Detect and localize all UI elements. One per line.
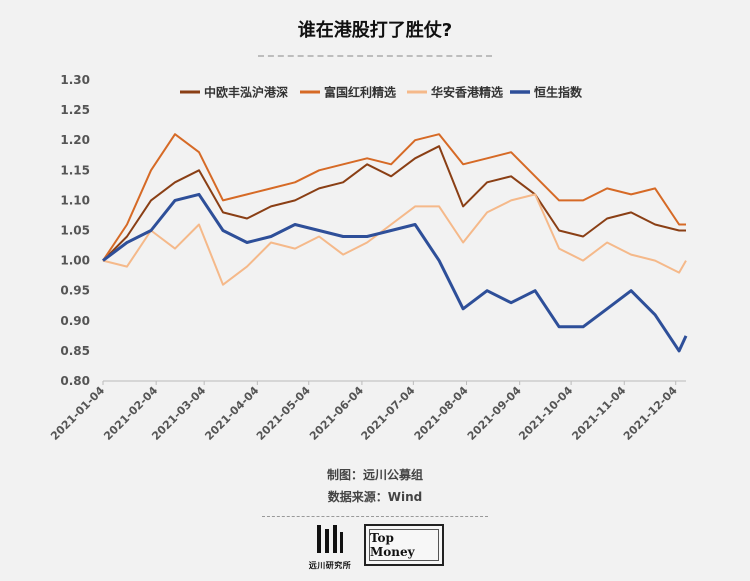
y-tick-label: 1.25 [60, 103, 90, 117]
x-tick-label: 2021-12-04 [621, 384, 680, 443]
y-tick-label: 0.80 [60, 374, 90, 388]
title-divider [258, 55, 492, 57]
series-line [102, 133, 686, 262]
yuanchuan-logo: 远川研究所 [305, 520, 355, 572]
credit-source: 数据来源：Wind [327, 490, 423, 504]
footer-divider [262, 516, 488, 517]
top-money-logo: Top Money [364, 524, 444, 566]
top-money-logo-text: Top Money [369, 529, 439, 561]
x-tick-label: 2021-09-04 [465, 384, 524, 443]
x-tick-label: 2021-05-04 [254, 384, 313, 443]
series-line [102, 145, 686, 262]
y-tick-label: 0.90 [60, 314, 90, 328]
x-tick-label: 2021-08-04 [412, 384, 471, 443]
series-line [102, 193, 687, 286]
credit-maker: 制图：远川公募组 [326, 468, 423, 482]
y-tick-label: 1.30 [60, 73, 90, 87]
y-tick-label: 1.20 [60, 133, 90, 147]
y-tick-label: 1.10 [60, 193, 90, 207]
page-title: 谁在港股打了胜仗? [297, 20, 453, 41]
yuanchuan-logo-text: 远川研究所 [308, 561, 352, 570]
x-tick-label: 2021-06-04 [307, 384, 366, 443]
series-line [102, 192, 688, 353]
x-tick-label: 2021-11-04 [569, 384, 628, 443]
y-tick-label: 0.85 [60, 344, 90, 358]
yuanchuan-logo-icon [317, 525, 343, 553]
y-tick-label: 1.00 [60, 254, 90, 268]
y-tick-label: 1.05 [60, 224, 90, 238]
y-tick-label: 1.15 [60, 163, 90, 177]
legend-label: 恒生指数 [534, 85, 583, 100]
y-tick-label: 0.95 [60, 284, 90, 298]
x-tick-label: 2021-01-04 [48, 384, 107, 443]
line-chart: 0.80 0.85 0.90 0.95 1.00 1.05 1.10 1.15 1.20 1.25… [48, 73, 688, 443]
legend-label: 中欧丰泓沪港深 [204, 85, 288, 100]
legend-label: 华安香港精选 [431, 85, 503, 100]
x-tick-label: 2021-04-04 [202, 384, 261, 443]
x-tick-label: 2021-07-04 [359, 384, 418, 443]
legend-label: 富国红利精选 [324, 85, 396, 100]
x-tick-label: 2021-10-04 [516, 384, 575, 443]
